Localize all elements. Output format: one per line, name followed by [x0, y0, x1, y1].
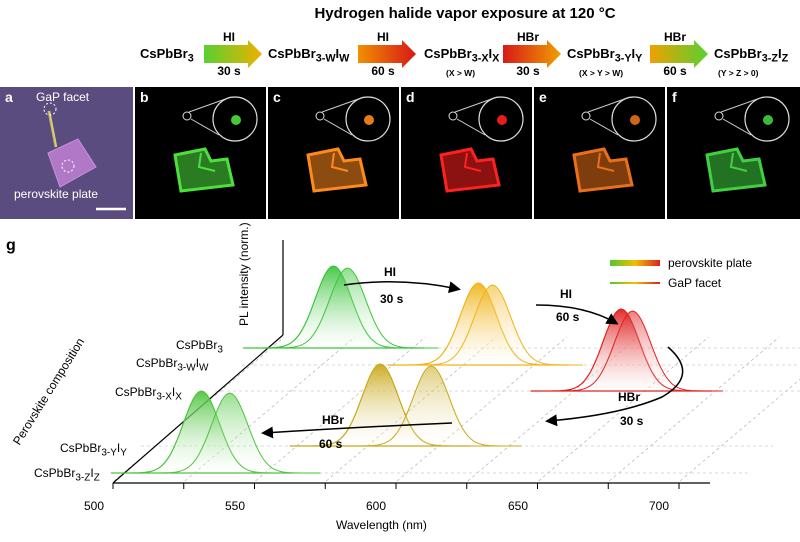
scheme-arrow-2 [503, 40, 561, 68]
scheme-arrow-0-time: 30 s [217, 64, 241, 78]
facet-spectrum-2 [542, 310, 724, 392]
composition-4: CsPbBr3-ZIZ [714, 46, 789, 65]
spectrum-row-2 [530, 308, 724, 392]
row-label-0: CsPbBr3 [176, 338, 223, 356]
arrow-hbr-60 [261, 422, 453, 439]
condition-2: (X > W) [446, 68, 476, 78]
panel-c: c [268, 87, 399, 219]
composition-0: CsPbBr3 [140, 46, 194, 65]
composition-2: CsPbBr3-XIX [424, 46, 500, 65]
panel-a-micrograph [0, 87, 133, 219]
panel-a: a GaP facet perovskite plate [0, 87, 133, 219]
condition-4: (Y > Z > 0) [718, 68, 759, 78]
scheme-arrow-1 [358, 40, 416, 68]
x-tick-500: 500 [84, 499, 105, 513]
spectrum-row-4 [110, 390, 321, 474]
legend-swatches [610, 260, 660, 284]
scheme-arrow-1-time: 60 s [371, 64, 395, 78]
annotation-1-time: 60 s [556, 310, 580, 324]
row-label-2: CsPbBr3-XIX [115, 385, 182, 403]
legend-item-plate: perovskite plate [668, 256, 753, 270]
panel-e-pl-image [572, 96, 657, 193]
legend-swatch-plate [610, 260, 660, 266]
condition-3: (X > Y > W) [579, 68, 624, 78]
arrow-hbr-30 [545, 346, 684, 427]
spectrum-row-0 [242, 265, 439, 349]
scheme-arrows [204, 40, 708, 68]
arrow-hi-60 [535, 304, 619, 325]
legend-item-facet: GaP facet [668, 276, 722, 290]
panel-c-pl-image [306, 96, 391, 193]
annotation-2-time: 30 s [620, 414, 644, 428]
panel-d-letter: d [406, 89, 415, 105]
legend-swatch-facet [610, 282, 660, 284]
panel-g-letter: g [6, 237, 16, 254]
panel-f-pl-image [705, 96, 790, 193]
panel-b-pl-image [173, 96, 258, 193]
composition-3: CsPbBr3-YIY [567, 46, 643, 65]
figure-title: Hydrogen halide vapor exposure at 120 °C [314, 5, 616, 22]
x-tick-650: 650 [508, 499, 529, 513]
panel-e: e [534, 87, 665, 219]
annotation-0-time: 30 s [380, 292, 404, 306]
panel-f: f [667, 87, 800, 219]
perovskite-plate-label: perovskite plate [14, 187, 99, 201]
panel-c-letter: c [273, 89, 281, 105]
row-label-1: CsPbBr3-WIW [136, 356, 209, 374]
row-label-4: CsPbBr3-ZIZ [34, 466, 100, 484]
scheme-arrow-1-gas: HI [377, 30, 389, 44]
panel-b-letter: b [140, 89, 149, 105]
annotation-2-gas: HBr [618, 390, 641, 404]
pl-waterfall-chart [110, 240, 800, 489]
scheme-arrow-2-gas: HBr [516, 30, 539, 44]
panel-e-letter: e [539, 89, 547, 105]
arrow-hi-30 [343, 281, 461, 294]
facet-spectrum-3 [340, 365, 522, 447]
composition-1: CsPbBr3-WIW [268, 46, 350, 65]
spectrum-row-3 [289, 363, 522, 447]
facet-spectrum-4 [139, 392, 321, 474]
facet-spectrum-1 [402, 284, 584, 366]
x-tick-600: 600 [366, 499, 387, 513]
scheme-arrow-3-gas: HBr [663, 30, 686, 44]
scheme-arrow-2-time: 30 s [516, 64, 540, 78]
scheme-arrow-0-gas: HI [223, 30, 235, 44]
facet-spectrum-0 [257, 267, 439, 349]
annotation-0-gas: HI [384, 265, 396, 279]
scheme-arrow-3 [650, 40, 708, 68]
scheme-arrow-0 [204, 40, 262, 68]
x-tick-550: 550 [225, 499, 246, 513]
scheme-arrow-3-time: 60 s [663, 64, 687, 78]
x-axis-label: Wavelength (nm) [336, 518, 427, 532]
gap-facet-label: GaP facet [36, 90, 90, 104]
annotation-1-gas: HI [560, 287, 572, 301]
annotation-3-time: 60 s [319, 437, 343, 451]
panel-d: d [401, 87, 532, 219]
panel-b: b [135, 87, 266, 219]
x-tick-700: 700 [649, 499, 670, 513]
annotation-3-gas: HBr [322, 413, 345, 427]
spectrum-row-1 [387, 282, 584, 366]
process-arrows [261, 281, 684, 439]
panel-f-letter: f [672, 89, 677, 105]
z-axis-label: PL intensity (norm.) [237, 222, 251, 326]
row-label-3: CsPbBr3-YIY [60, 441, 127, 459]
panel-d-pl-image [439, 96, 524, 193]
panel-a-letter: a [5, 89, 13, 105]
